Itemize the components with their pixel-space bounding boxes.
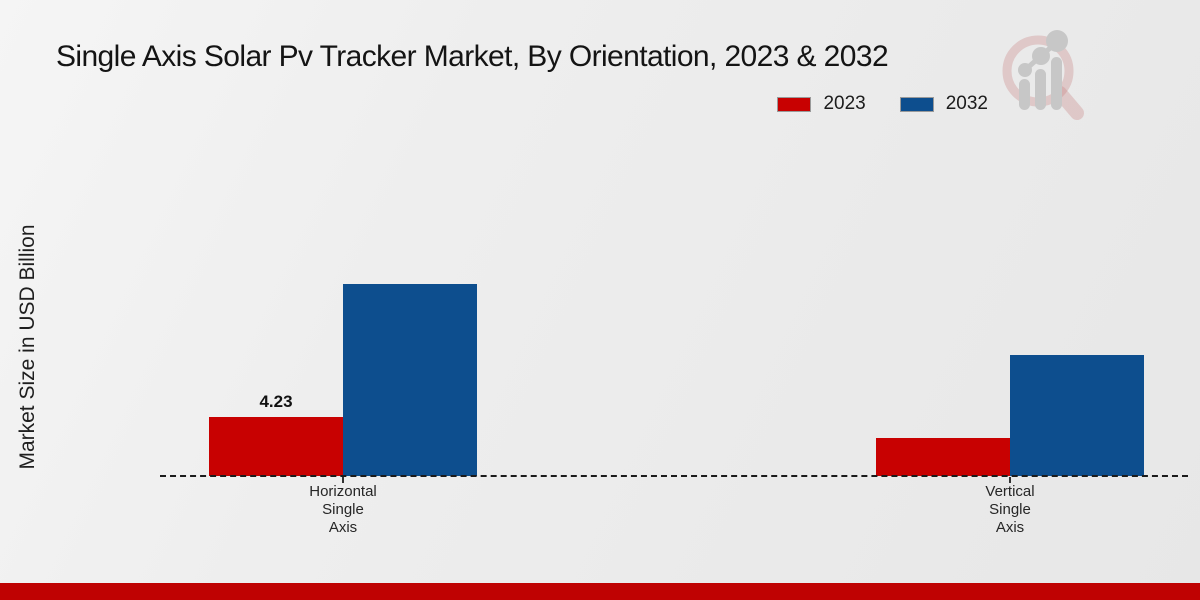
x-axis-baseline bbox=[160, 475, 1188, 477]
category-label-horizontal-single-axis: Horizontal Single Axis bbox=[309, 483, 377, 536]
y-axis-label: Market Size in USD Billion bbox=[16, 224, 39, 470]
bar-2023-vertical-single-axis bbox=[876, 438, 1010, 476]
bar-value-label: 4.23 bbox=[259, 392, 293, 411]
legend-swatch-icon bbox=[899, 96, 934, 112]
bar-2032-vertical-single-axis bbox=[1010, 355, 1144, 476]
legend-label: 2032 bbox=[945, 93, 988, 114]
magnifier-bar-chart-watermark-icon bbox=[1002, 30, 1084, 120]
legend: 2023 2032 bbox=[777, 93, 988, 115]
bar-2032-horizontal-single-axis bbox=[343, 284, 477, 476]
legend-label: 2023 bbox=[823, 93, 866, 114]
legend-item-2023: 2023 bbox=[777, 93, 866, 115]
footer-accent-bar bbox=[0, 583, 1200, 600]
x-axis-tick bbox=[342, 477, 344, 483]
legend-item-2032: 2032 bbox=[899, 93, 988, 115]
legend-swatch-icon bbox=[777, 96, 812, 112]
chart-title: Single Axis Solar Pv Tracker Market, By … bbox=[56, 40, 889, 73]
category-label-vertical-single-axis: Vertical Single Axis bbox=[985, 483, 1035, 536]
bar-2023-horizontal-single-axis bbox=[209, 417, 343, 476]
x-axis-tick bbox=[1009, 477, 1011, 483]
